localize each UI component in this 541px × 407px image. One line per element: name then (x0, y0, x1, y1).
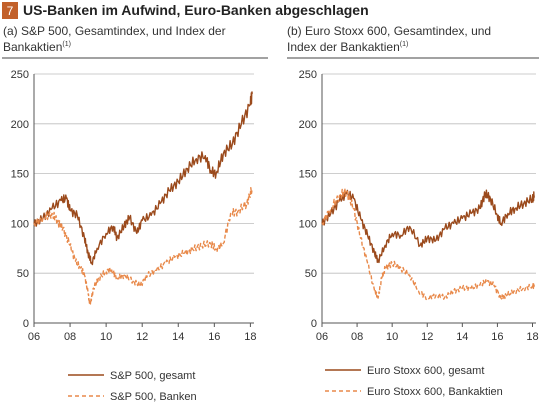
panel-a-title-line2: Bankaktien(1) (3, 40, 71, 54)
series-line-a-banken (33, 186, 253, 306)
panel-a: (a) S&P 500, Gesamtindex, und Index der … (2, 24, 268, 403)
y-tick-label-250: 250 (11, 69, 29, 81)
x-tick-label-08: 08 (64, 331, 76, 343)
panel-b-legend: Euro Stoxx 600, gesamt Euro Stoxx 600, B… (325, 365, 503, 398)
legend-label-stoxx-gesamt: Euro Stoxx 600, gesamt (367, 365, 484, 377)
series-line-a-gesamt (33, 91, 253, 266)
y-tick-label-250: 250 (299, 69, 317, 81)
panel-a-plot: 0 50 100 150 200 250 06 08 10 12 14 16 18 (11, 69, 257, 343)
x-tick-label-14: 14 (456, 331, 468, 343)
y-tick-label-100: 100 (299, 218, 317, 230)
y-tick-label-150: 150 (11, 169, 29, 181)
figure-number: 7 (7, 4, 14, 18)
y-tick-label-100: 100 (11, 218, 29, 230)
x-tick-label-18: 18 (526, 331, 538, 343)
series-line-b-banken (321, 187, 535, 301)
x-tick-label-18: 18 (244, 331, 256, 343)
x-tick-label-16: 16 (208, 331, 220, 343)
y-tick-label-0: 0 (23, 318, 29, 330)
y-tick-label-0: 0 (311, 318, 317, 330)
panel-b-title-line2: Index der Bankaktien(1) (287, 40, 408, 54)
x-tick-label-08: 08 (351, 331, 363, 343)
legend-label-sp500-banken: S&P 500, Banken (110, 391, 197, 403)
panel-b-title-line1: (b) Euro Stoxx 600, Gesamtindex, und (287, 24, 491, 38)
legend-label-sp500-gesamt: S&P 500, gesamt (110, 370, 195, 382)
figure-title: US-Banken im Aufwind, Euro-Banken abgesc… (23, 2, 369, 18)
x-tick-label-10: 10 (386, 331, 398, 343)
y-tick-label-50: 50 (305, 268, 317, 280)
panel-a-legend: S&P 500, gesamt S&P 500, Banken (68, 370, 197, 403)
x-tick-label-06: 06 (316, 331, 328, 343)
x-tick-label-10: 10 (100, 331, 112, 343)
panel-b-plot: 0 50 100 150 200 250 06 08 10 12 14 16 18 (299, 69, 539, 343)
x-tick-label-16: 16 (491, 331, 503, 343)
y-tick-label-200: 200 (299, 119, 317, 131)
x-tick-label-06: 06 (28, 331, 40, 343)
x-tick-label-12: 12 (136, 331, 148, 343)
series-line-b-gesamt (321, 189, 535, 264)
y-tick-label-200: 200 (11, 119, 29, 131)
x-tick-label-14: 14 (172, 331, 184, 343)
panel-a-title-line1: (a) S&P 500, Gesamtindex, und Index der (3, 24, 226, 38)
figure-number-badge (2, 2, 18, 19)
y-tick-label-150: 150 (299, 169, 317, 181)
x-tick-label-12: 12 (421, 331, 433, 343)
panel-b: (b) Euro Stoxx 600, Gesamtindex, und Ind… (287, 24, 539, 398)
y-tick-label-50: 50 (17, 268, 29, 280)
legend-label-stoxx-banken: Euro Stoxx 600, Bankaktien (367, 386, 503, 398)
